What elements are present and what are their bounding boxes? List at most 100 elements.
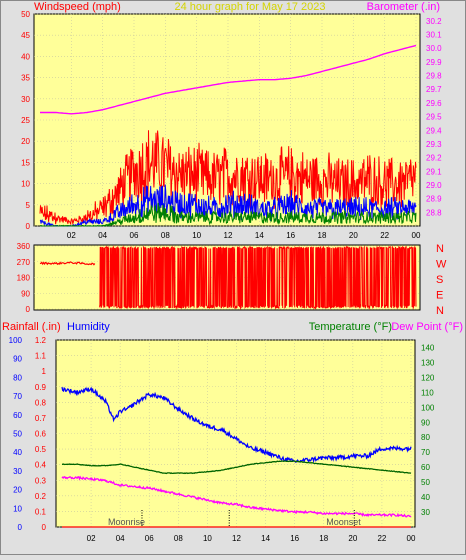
humidity-x-tick-label: 20: [348, 534, 357, 543]
barometer-tick-label: 29.2: [426, 154, 442, 163]
barometer-tick-label: 29.9: [426, 58, 442, 67]
humidity-tick-label: 30: [13, 467, 22, 476]
wind-x-tick-label: 12: [224, 231, 233, 240]
rainfall-axis-title: Rainfall (.in): [2, 321, 61, 333]
barometer-tick-label: 29.5: [426, 113, 442, 122]
wind-x-tick-label: 04: [98, 231, 107, 240]
wind-x-tick-label: 10: [192, 231, 201, 240]
rainfall-tick-label: 0: [42, 523, 47, 532]
temperature-tick-label: 60: [421, 463, 430, 472]
wind-series-wind-low: [39, 202, 417, 228]
rainfall-tick-label: 0.6: [35, 430, 47, 439]
temperature-tick-label: 30: [421, 508, 430, 517]
humidity-x-tick-label: 16: [290, 534, 299, 543]
moonset-label: Moonset: [326, 517, 361, 527]
windspeed-tick-label: 35: [21, 74, 30, 83]
windspeed-tick-label: 10: [21, 180, 30, 189]
humidity-x-tick-label: 12: [232, 534, 241, 543]
direction-tick-label: 360: [17, 242, 31, 251]
graph-date-title: 24 hour graph for May 17 2023: [174, 1, 325, 13]
direction-line-oscillating: [99, 245, 417, 310]
series-layer: [39, 44, 417, 528]
temperature-tick-label: 100: [421, 403, 435, 412]
humidity-tick-label: 70: [13, 392, 22, 401]
humidity-tick-label: 50: [13, 430, 22, 439]
humidity-tick-label: 20: [13, 486, 22, 495]
axis-layer: 0510152025303540455028.828.929.029.129.2…: [9, 10, 447, 543]
wind-x-tick-label: 06: [130, 231, 139, 240]
barometer-tick-label: 30.0: [426, 44, 442, 53]
windspeed-tick-label: 50: [21, 10, 30, 19]
rainfall-tick-label: 0.1: [35, 507, 47, 516]
compass-label: E: [436, 290, 443, 302]
windspeed-tick-label: 15: [21, 158, 30, 167]
wind-x-tick-label: 16: [286, 231, 295, 240]
temperature-tick-label: 50: [421, 478, 430, 487]
humidity-tick-label: 10: [13, 504, 22, 513]
humidity-tick-label: 80: [13, 373, 22, 382]
barometer-tick-label: 29.1: [426, 167, 442, 176]
temperature-tick-label: 40: [421, 493, 430, 502]
temperature-line: [61, 460, 412, 475]
barometer-line: [40, 44, 417, 115]
barometer-tick-label: 29.0: [426, 181, 442, 190]
wind-x-tick-label: 00: [412, 231, 421, 240]
direction-tick-label: 90: [21, 289, 30, 298]
wind-x-tick-label: 02: [67, 231, 76, 240]
barometer-tick-label: 29.4: [426, 126, 442, 135]
humidity-x-tick-label: 06: [145, 534, 154, 543]
barometer-tick-label: 28.9: [426, 195, 442, 204]
humidity-x-tick-label: 14: [261, 534, 270, 543]
wind-series-wind-speed: [39, 184, 417, 227]
windspeed-tick-label: 0: [26, 222, 31, 231]
direction-tick-label: 180: [17, 274, 31, 283]
humidity-x-tick-label: 02: [87, 534, 96, 543]
humidity-x-tick-label: 08: [174, 534, 183, 543]
direction-tick-label: 0: [26, 305, 31, 314]
rainfall-tick-label: 0.8: [35, 398, 47, 407]
humidity-tick-label: 100: [9, 336, 23, 345]
temperature-tick-label: 130: [421, 358, 435, 367]
humidity-x-tick-label: 18: [319, 534, 328, 543]
dewpoint-line: [61, 475, 412, 518]
rainfall-tick-label: 0.5: [35, 445, 47, 454]
humidity-tick-label: 90: [13, 355, 22, 364]
rainfall-tick-label: 0.4: [35, 461, 47, 470]
rainfall-tick-label: 0.3: [35, 476, 47, 485]
temperature-tick-label: 80: [421, 433, 430, 442]
wind-x-tick-label: 22: [380, 231, 389, 240]
rainfall-tick-label: 1.1: [35, 352, 47, 361]
windspeed-tick-label: 45: [21, 31, 30, 40]
windspeed-tick-label: 25: [21, 116, 30, 125]
barometer-tick-label: 30.1: [426, 31, 442, 40]
humidity-x-tick-label: 00: [407, 534, 416, 543]
barometer-tick-label: 28.8: [426, 208, 442, 217]
barometer-tick-label: 29.7: [426, 85, 442, 94]
rainfall-tick-label: 0.9: [35, 383, 47, 392]
humidity-axis-title: Humidity: [67, 321, 110, 333]
rainfall-tick-label: 1.2: [35, 336, 47, 345]
humidity-x-tick-label: 04: [116, 534, 125, 543]
rainfall-tick-label: 0.7: [35, 414, 47, 423]
compass-label: N: [436, 305, 444, 317]
grid-layer: [34, 13, 420, 528]
windspeed-tick-label: 40: [21, 52, 30, 61]
humidity-panel: [55, 339, 416, 528]
windspeed-tick-label: 20: [21, 137, 30, 146]
rainfall-tick-label: 1: [42, 367, 47, 376]
rainfall-tick-label: 0.2: [35, 492, 47, 501]
temperature-tick-label: 110: [421, 388, 434, 397]
barometer-axis-title: Barometer (.in): [367, 1, 440, 13]
humidity-line: [61, 386, 412, 464]
compass-label: N: [436, 243, 444, 255]
moonrise-label: Moonrise: [108, 517, 145, 527]
compass-label: W: [436, 259, 447, 271]
humidity-tick-label: 0: [18, 523, 23, 532]
humidity-tick-label: 60: [13, 411, 22, 420]
wind-x-tick-label: 18: [318, 231, 327, 240]
humidity-x-tick-label: 22: [377, 534, 386, 543]
barometer-tick-label: 29.3: [426, 140, 442, 149]
wind-x-tick-label: 20: [349, 231, 358, 240]
direction-tick-label: 270: [17, 258, 31, 267]
